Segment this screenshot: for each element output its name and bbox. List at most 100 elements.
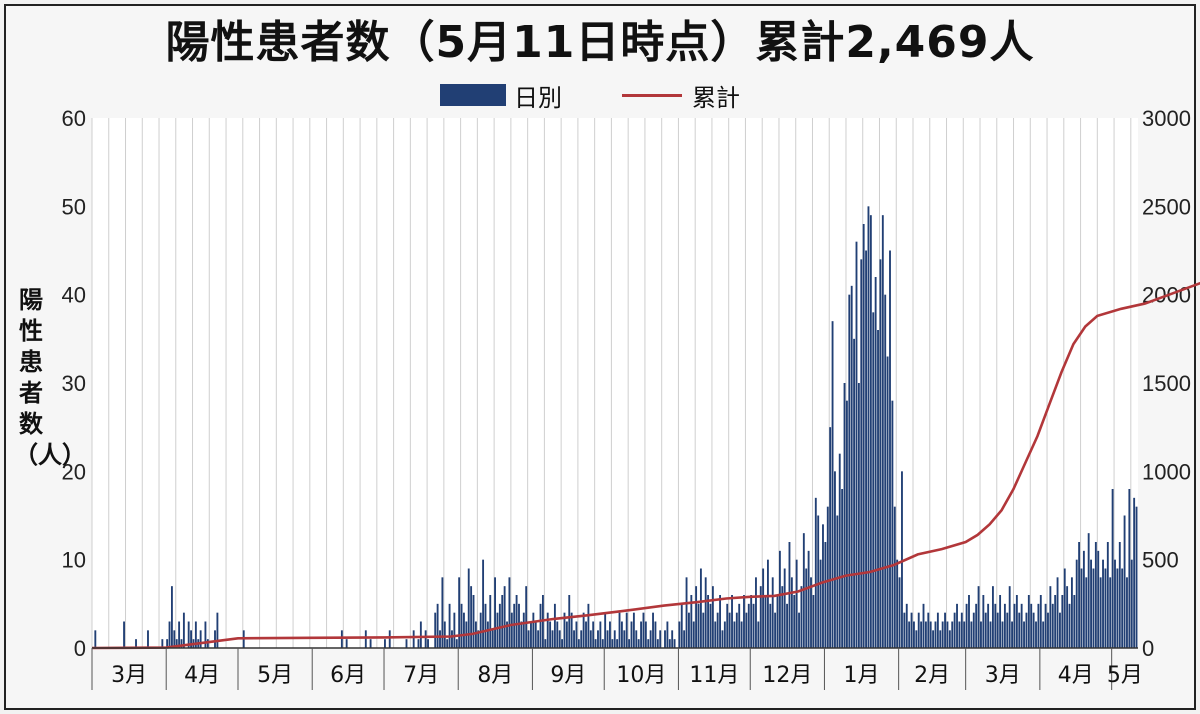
daily-bar: [549, 621, 552, 648]
daily-bar: [474, 621, 477, 648]
daily-bar: [929, 621, 932, 648]
daily-bar: [1035, 621, 1037, 648]
x-tick-label: 4月: [1058, 663, 1094, 688]
daily-bar: [460, 603, 463, 648]
daily-bar: [683, 630, 686, 648]
daily-bar: [1015, 595, 1018, 648]
daily-bar: [958, 621, 961, 648]
daily-bar: [1070, 577, 1073, 648]
daily-bar: [1037, 603, 1040, 648]
daily-bar: [752, 603, 755, 648]
daily-bar: [1023, 621, 1025, 648]
daily-bar: [384, 639, 386, 648]
daily-bar: [587, 603, 590, 648]
daily-bar: [417, 639, 420, 648]
daily-bar: [723, 621, 726, 648]
daily-bar: [637, 639, 640, 648]
daily-bar: [726, 603, 729, 648]
daily-bar: [1090, 559, 1092, 648]
legend-daily-swatch: [440, 84, 506, 106]
daily-bar: [609, 621, 611, 648]
daily-bar: [798, 612, 800, 648]
chart-title: 陽性患者数（5月11日時点）累計2,469人: [165, 17, 1035, 68]
daily-bar: [843, 383, 846, 648]
daily-bar: [824, 542, 827, 648]
x-tick-label: 9月: [550, 663, 586, 688]
daily-bar: [1013, 603, 1016, 648]
daily-bar: [644, 621, 647, 648]
daily-bar: [522, 612, 525, 648]
daily-bar: [1006, 612, 1009, 648]
daily-bar: [1116, 568, 1119, 648]
daily-bar: [1001, 621, 1004, 648]
daily-bar: [991, 586, 994, 648]
daily-bar: [810, 577, 812, 648]
x-tick-label: 2月: [914, 663, 950, 688]
daily-bar: [853, 338, 856, 648]
daily-bar: [472, 595, 475, 648]
y-axis-label: 陽性患者数（人）: [14, 285, 86, 471]
x-tick-label: 4月: [184, 663, 220, 688]
y-tick-label: 0: [74, 636, 86, 661]
daily-bar: [822, 524, 824, 648]
daily-bar: [204, 621, 207, 648]
daily-bar: [510, 612, 513, 648]
daily-bar: [412, 630, 415, 648]
x-tick-label: 3月: [985, 663, 1021, 688]
daily-bar: [1085, 577, 1088, 648]
plot-background: [92, 118, 1138, 648]
y2-tick-label: 3000: [1142, 106, 1191, 131]
daily-bar: [812, 595, 815, 648]
daily-bar: [774, 612, 777, 648]
daily-bar: [451, 630, 453, 648]
daily-bar: [817, 515, 820, 648]
daily-bar: [898, 577, 901, 648]
daily-bar: [862, 224, 865, 648]
daily-bar: [575, 621, 578, 648]
daily-bar: [1130, 559, 1133, 648]
daily-bar: [182, 612, 185, 648]
daily-bar: [187, 621, 190, 648]
daily-bar: [1102, 559, 1104, 648]
daily-bar: [740, 621, 743, 648]
daily-bar: [1106, 542, 1109, 648]
daily-bar: [948, 630, 951, 648]
x-tick-label: 8月: [477, 663, 513, 688]
daily-bar: [561, 639, 564, 648]
daily-bar: [135, 639, 137, 648]
daily-bar: [498, 603, 501, 648]
x-tick-label: 6月: [330, 663, 366, 688]
daily-bar: [546, 612, 549, 648]
daily-bar: [1111, 489, 1114, 648]
daily-bar: [1063, 568, 1066, 648]
x-tick-label: 1月: [844, 663, 880, 688]
daily-bar: [611, 639, 614, 648]
y2-tick-label: 1500: [1142, 371, 1191, 396]
daily-bar: [647, 639, 650, 648]
daily-bar: [755, 577, 757, 648]
daily-bar: [1018, 612, 1021, 648]
daily-bar: [707, 595, 710, 648]
daily-bar: [709, 603, 712, 648]
daily-bar: [680, 603, 683, 648]
daily-bar: [673, 639, 676, 648]
daily-bar: [463, 612, 465, 648]
x-tick-label: 5月: [1107, 663, 1143, 688]
daily-bar: [664, 630, 666, 648]
daily-bar: [877, 330, 879, 648]
y-axis-label-text: 陽性患者数（人）: [14, 286, 86, 469]
daily-bar: [642, 612, 645, 648]
daily-bar: [558, 630, 561, 648]
daily-bar: [580, 630, 583, 648]
daily-bar: [783, 568, 786, 648]
daily-bar: [582, 612, 585, 648]
daily-bar: [857, 383, 860, 648]
daily-bar: [589, 630, 592, 648]
daily-bar: [1080, 568, 1083, 648]
daily-bar: [1068, 603, 1071, 648]
daily-bar: [668, 639, 671, 648]
daily-bar: [494, 577, 496, 648]
daily-bar: [539, 603, 542, 648]
y-tick-label: 50: [62, 194, 86, 219]
daily-bar: [94, 630, 97, 648]
